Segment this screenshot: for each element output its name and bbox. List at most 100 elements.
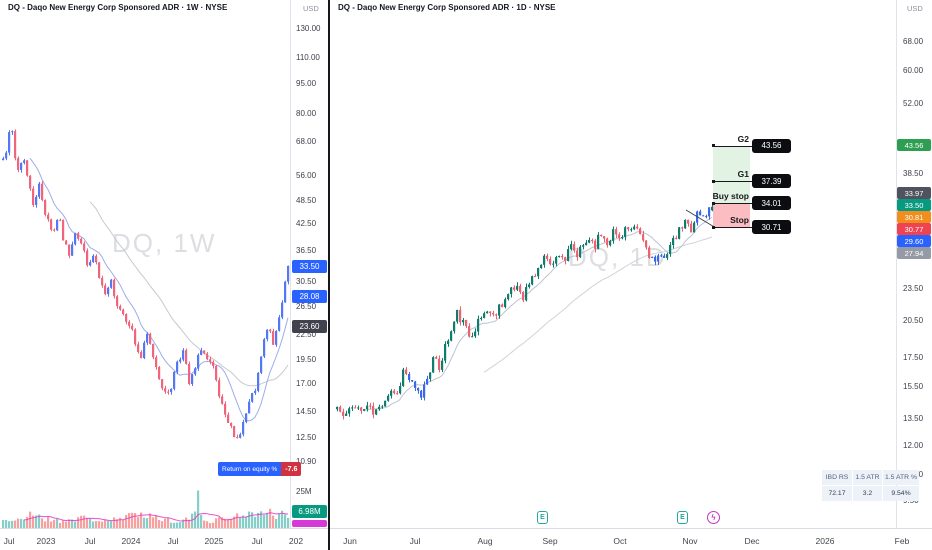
candle (125, 314, 128, 322)
candle (113, 279, 116, 297)
volume-bar (29, 511, 32, 528)
volume-bar (83, 515, 86, 528)
candle (173, 371, 176, 389)
candle (684, 219, 687, 229)
candle (11, 131, 14, 133)
candle (702, 215, 705, 217)
candle (104, 285, 107, 295)
candle (480, 317, 483, 319)
candle (152, 343, 155, 358)
candle (71, 244, 74, 256)
candle (47, 214, 50, 220)
candle (215, 365, 218, 381)
candle (375, 409, 378, 415)
earnings-event-icon[interactable]: E (677, 511, 688, 524)
candle (507, 294, 510, 300)
candle (531, 276, 534, 285)
candle (83, 243, 86, 251)
candle (522, 292, 525, 301)
price-tick: 15.50 (903, 382, 924, 391)
target-zone[interactable] (713, 145, 750, 204)
volume-bar (134, 512, 137, 528)
volume-bar (125, 514, 128, 528)
level-handle[interactable] (712, 179, 715, 183)
volume-bar (179, 522, 182, 528)
candle (134, 329, 137, 345)
candle (110, 279, 113, 288)
candle (537, 268, 540, 277)
candle (600, 234, 603, 237)
weekly-candles-canvas[interactable] (0, 0, 290, 528)
candle (675, 237, 678, 239)
candle (281, 302, 284, 318)
candle (266, 329, 269, 340)
candle (77, 233, 80, 239)
volume-bar (173, 522, 176, 528)
volume-ma-axis-label (292, 520, 327, 527)
candle (155, 357, 158, 367)
volume-bar (17, 518, 20, 528)
volume-bar (26, 516, 29, 528)
level-line-buy-stop[interactable] (713, 203, 752, 205)
candle (260, 356, 263, 373)
candle (459, 309, 462, 323)
candle (200, 350, 203, 355)
candle (546, 255, 549, 259)
axis-price-label: 30.77 (897, 223, 931, 235)
volume-bar (11, 520, 14, 528)
volume-bar (20, 518, 23, 528)
candle (528, 284, 531, 288)
daily-candles-canvas[interactable] (330, 0, 896, 528)
level-handle[interactable] (712, 144, 715, 147)
roe-value: -7.6 (281, 462, 302, 476)
time-tick: 2025 (204, 536, 224, 546)
volume-bar (149, 513, 152, 528)
candle (98, 262, 101, 278)
volume-bar (53, 519, 56, 528)
candle (516, 285, 519, 290)
candle (498, 304, 501, 316)
candle (450, 331, 453, 341)
stop-zone[interactable] (713, 203, 750, 227)
earnings-event-icon[interactable]: E (537, 511, 548, 524)
volume-bar (101, 521, 104, 528)
time-tick: Jul (167, 536, 179, 546)
candle (101, 277, 104, 286)
level-handle[interactable] (712, 225, 715, 229)
volume-bar (122, 519, 125, 528)
flash-event-icon[interactable]: ϟ (707, 511, 720, 524)
level-line-g1[interactable] (713, 181, 752, 183)
candle (363, 409, 366, 411)
return-on-equity-badge[interactable]: Return on equity % -7.6 (218, 462, 302, 476)
candle (248, 401, 251, 414)
candle (50, 219, 53, 230)
candle (5, 152, 8, 159)
volume-bar (275, 518, 278, 528)
candle-wick (12, 130, 13, 135)
candle (275, 330, 278, 345)
candle (657, 255, 660, 262)
candle (438, 358, 441, 370)
level-line-stop[interactable] (713, 227, 752, 228)
candle (585, 242, 588, 246)
candle (146, 333, 149, 343)
volume-bar (257, 512, 260, 528)
candle-wick (535, 273, 536, 277)
price-tick: 80.00 (296, 109, 317, 118)
candle (158, 366, 161, 380)
volume-bar (38, 514, 41, 528)
level-handle[interactable] (712, 201, 715, 205)
level-line-g2[interactable] (713, 145, 752, 147)
volume-bar (254, 516, 257, 528)
panel-divider[interactable] (328, 0, 330, 550)
candle (495, 314, 498, 316)
candle (678, 227, 681, 239)
level-name: Stop (730, 215, 749, 225)
volume-bar (161, 521, 164, 528)
stats-header-cell: 1.5 ATR % (883, 470, 919, 485)
volume-bar (113, 517, 116, 528)
candle (492, 312, 495, 315)
level-price-box: 43.56 (752, 138, 791, 153)
time-tick: 2024 (121, 536, 141, 546)
